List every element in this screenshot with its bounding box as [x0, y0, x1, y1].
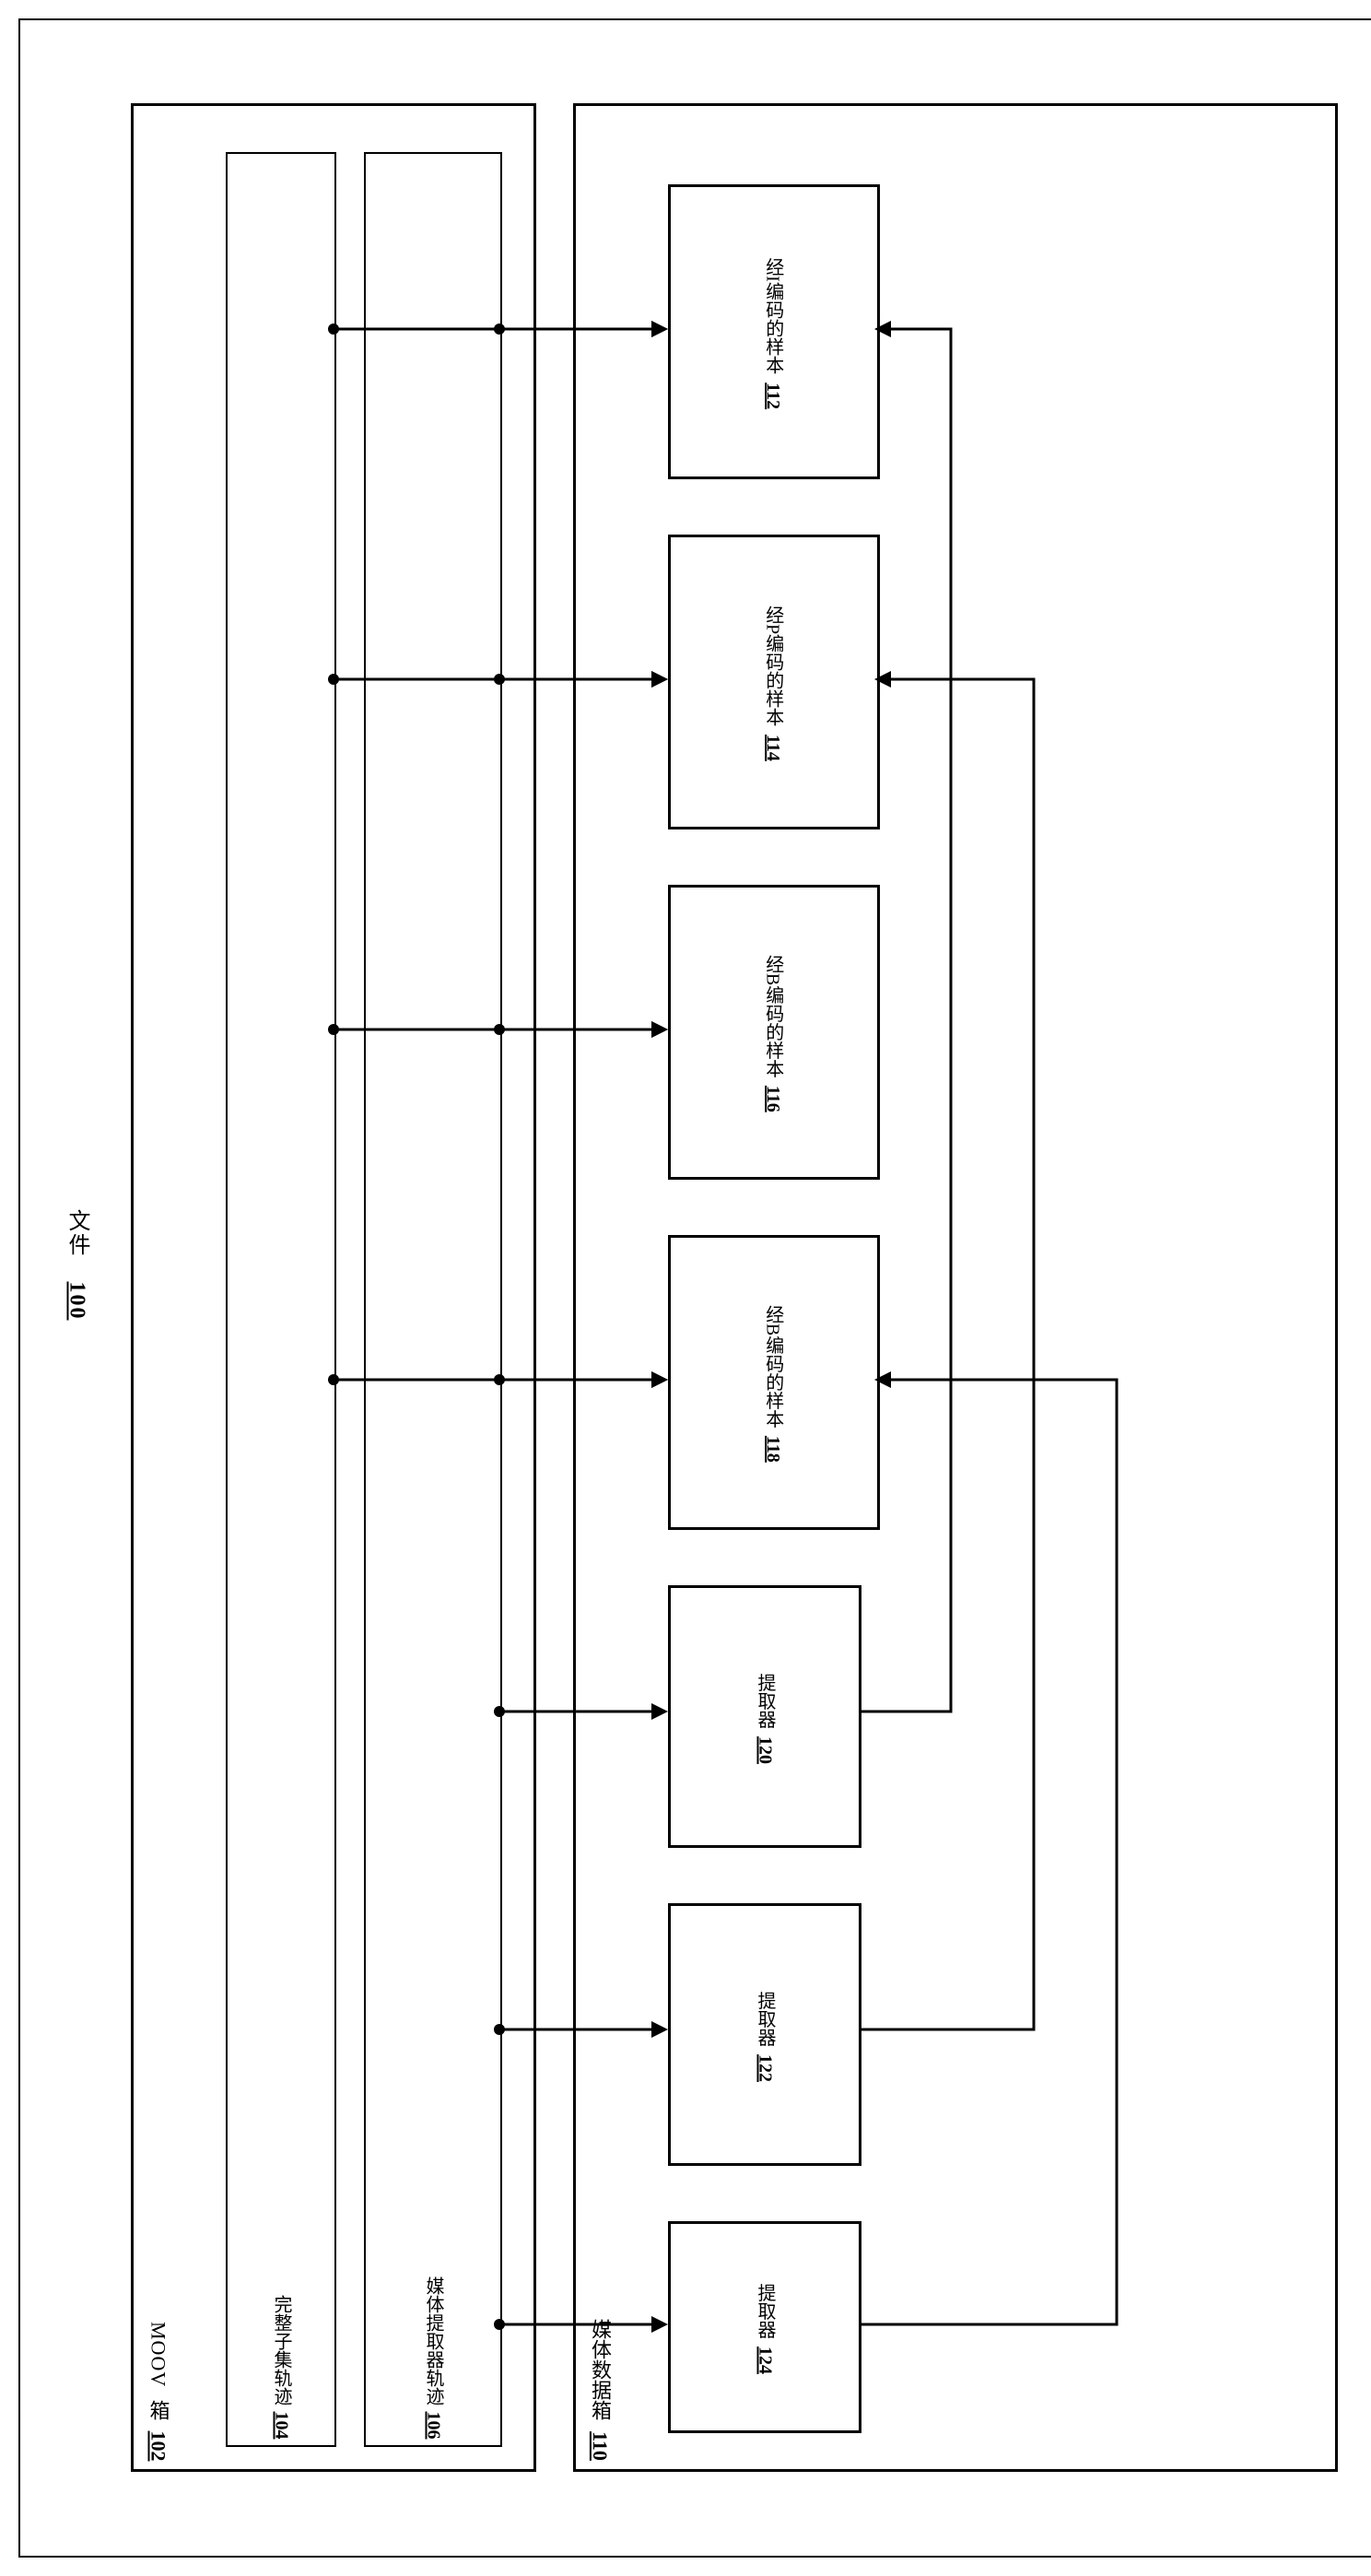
moov-box: MOOV 箱 102 完整子集轨迹104 媒体提取器轨迹106	[131, 103, 536, 2472]
moov-label: MOOV 箱 102	[143, 2322, 177, 2458]
file-diagram: 文件 100 MOOV 箱 102 完整子集轨迹104 媒体提取器轨迹106 媒体…	[18, 18, 1371, 2558]
file-title: 文件 100	[57, 1209, 96, 1313]
sample-120-label: 提取器120	[751, 1673, 779, 1760]
sample-114: 经P编码的样本114	[668, 535, 880, 829]
track-extractor: 媒体提取器轨迹106	[364, 152, 502, 2447]
mdat-box: 媒体数据箱 110 经I编码的样本112 经P编码的样本114 经B编码的样本116…	[573, 103, 1338, 2472]
mdat-label-cn: 媒体数据箱	[589, 2319, 612, 2420]
sample-116: 经B编码的样本116	[668, 885, 880, 1180]
sample-116-label: 经B编码的样本116	[759, 955, 788, 1110]
track-complete-label: 完整子集轨迹104	[267, 2295, 295, 2436]
sample-118: 经B编码的样本118	[668, 1235, 880, 1530]
sample-112-label: 经I编码的样本112	[759, 257, 788, 406]
sample-120: 提取器120	[668, 1585, 861, 1848]
sample-122: 提取器122	[668, 1903, 861, 2166]
file-title-num: 100	[64, 1282, 89, 1321]
sample-118-label: 经B编码的样本118	[759, 1305, 788, 1460]
sample-124-label: 提取器124	[751, 2284, 779, 2371]
file-title-text: 文件	[64, 1209, 88, 1257]
sample-112: 经I编码的样本112	[668, 184, 880, 479]
mdat-label: 媒体数据箱 110	[585, 2311, 615, 2459]
sample-122-label: 提取器122	[751, 1991, 779, 2078]
sample-124: 提取器124	[668, 2221, 861, 2433]
moov-label-en: MOOV	[147, 2322, 170, 2387]
moov-label-num: 102	[146, 2431, 170, 2462]
track-complete: 完整子集轨迹104	[226, 152, 336, 2447]
mdat-label-num: 110	[588, 2431, 612, 2461]
track-extractor-label: 媒体提取器轨迹106	[419, 2276, 447, 2436]
sample-114-label: 经P编码的样本114	[759, 606, 788, 759]
moov-label-cn: 箱	[147, 2400, 170, 2420]
